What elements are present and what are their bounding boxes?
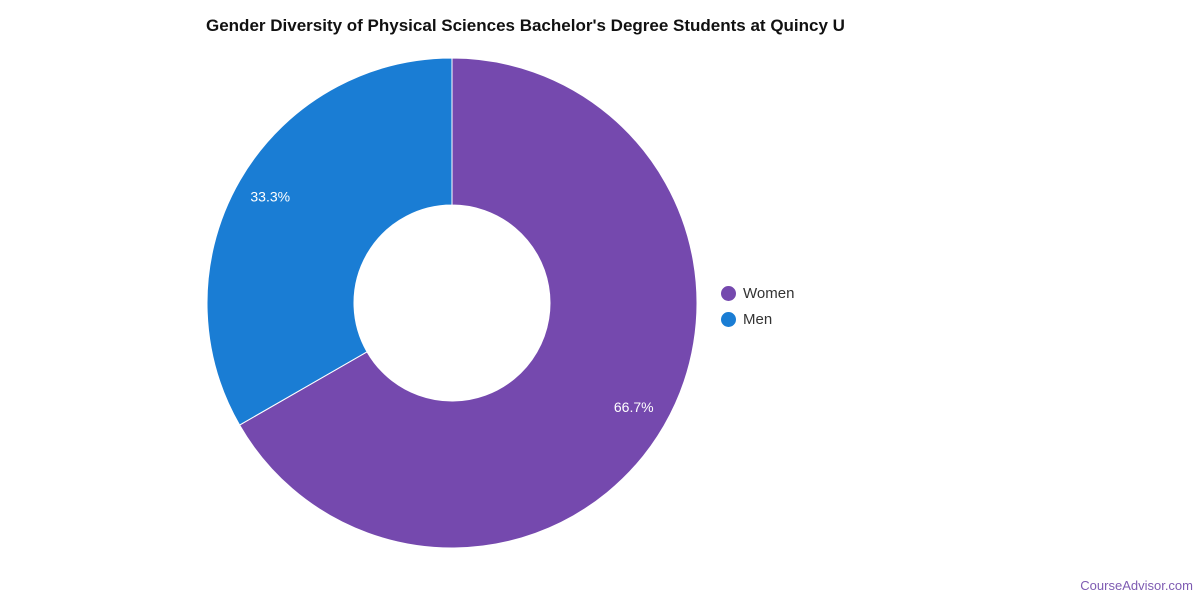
chart-title: Gender Diversity of Physical Sciences Ba… <box>206 16 845 35</box>
donut-slice-women[interactable] <box>238 57 698 549</box>
slice-label-men: 33.3% <box>250 189 290 205</box>
donut-slice-men[interactable] <box>206 57 453 426</box>
legend-label-men: Men <box>743 310 773 328</box>
legend-swatch-women <box>721 285 736 301</box>
source-credit[interactable]: CourseAdvisor.com <box>1080 578 1193 593</box>
legend-item-men[interactable]: Men <box>721 306 794 332</box>
legend-label-women: Women <box>743 284 795 302</box>
chart-legend: Women Men <box>721 280 794 332</box>
legend-item-women[interactable]: Women <box>721 280 794 306</box>
slice-label-women: 66.7% <box>614 399 654 415</box>
legend-swatch-men <box>721 311 736 327</box>
